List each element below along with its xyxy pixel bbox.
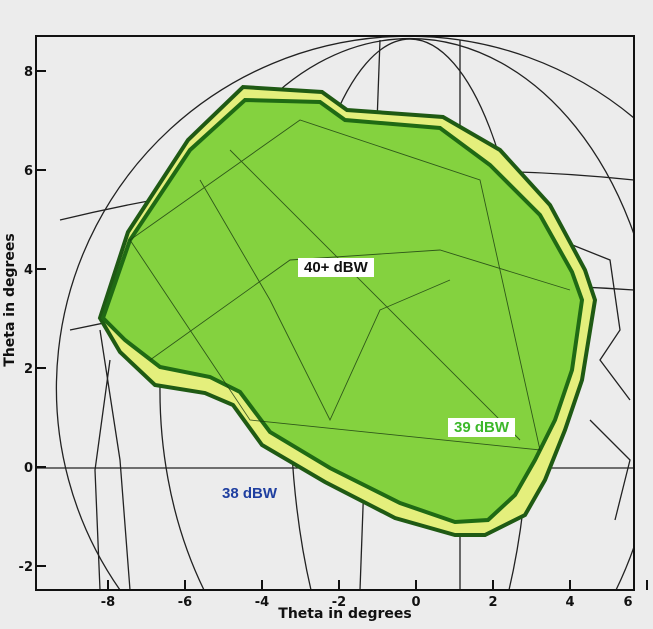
contour-label-39dbw: 39 dBW xyxy=(448,418,516,437)
x-axis: -8 -6 -4 -2 0 2 4 6 xyxy=(101,580,648,610)
y-axis: -2 0 2 4 6 8 xyxy=(19,65,46,575)
y-tick-label: 6 xyxy=(24,164,33,179)
x-tick-label: -8 xyxy=(101,595,115,610)
y-tick-label: 4 xyxy=(24,263,33,278)
y-tick-label: 8 xyxy=(24,65,33,80)
x-axis-label: Theta in degrees xyxy=(278,606,411,622)
contour-label-38dbw: 38 dBW xyxy=(222,485,278,502)
x-tick-label: 2 xyxy=(488,595,497,610)
y-tick-label: 0 xyxy=(24,461,33,476)
plot-frame xyxy=(35,35,635,591)
country-borders xyxy=(129,119,571,451)
x-tick-label: 4 xyxy=(565,595,574,610)
x-tick-label: 6 xyxy=(623,595,632,610)
y-tick-label: -2 xyxy=(19,560,33,575)
contour-label-40dbw: 40+ dBW xyxy=(298,258,374,277)
x-tick-label: -2 xyxy=(332,595,346,610)
contour-40dbw xyxy=(100,97,585,525)
y-axis-label: Theta in degrees xyxy=(2,233,18,366)
x-tick-label: -6 xyxy=(178,595,192,610)
y-tick-label: 2 xyxy=(24,362,33,377)
x-tick-label: -4 xyxy=(255,595,269,610)
x-tick-label: 0 xyxy=(411,595,420,610)
